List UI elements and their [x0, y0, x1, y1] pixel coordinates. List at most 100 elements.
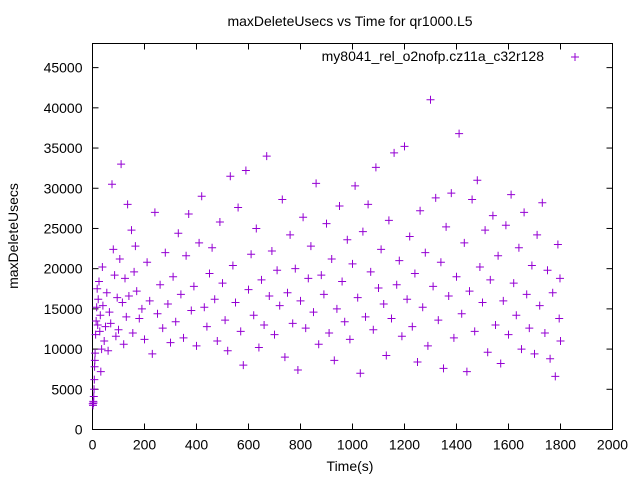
data-point: [452, 272, 461, 281]
x-tick-label: 800: [289, 437, 313, 453]
legend: my8041_rel_o2nofp.cz11a_c32r128: [322, 48, 579, 64]
y-tick-label: 20000: [44, 261, 83, 277]
data-point: [108, 180, 116, 189]
data-point: [119, 340, 128, 349]
data-point: [192, 341, 201, 350]
data-point: [423, 341, 432, 350]
data-point: [299, 213, 308, 222]
data-point: [249, 311, 258, 320]
data-point: [403, 295, 412, 304]
data-point: [184, 209, 193, 218]
data-point: [101, 322, 110, 331]
data-point: [416, 206, 425, 215]
data-point: [98, 263, 107, 272]
y-tick-label: 45000: [44, 60, 83, 76]
data-point: [95, 277, 103, 286]
data-point: [418, 303, 427, 312]
data-point: [306, 242, 315, 251]
data-point: [137, 304, 146, 313]
data-point: [189, 282, 198, 291]
data-point: [296, 296, 305, 305]
data-point: [540, 329, 549, 337]
data-point: [176, 290, 185, 299]
data-point: [546, 354, 555, 363]
data-point: [90, 356, 99, 365]
data-point: [462, 367, 471, 376]
data-point: [551, 372, 560, 381]
data-point: [488, 211, 497, 220]
data-point: [260, 320, 269, 329]
data-point: [410, 269, 419, 278]
data-point: [118, 298, 127, 307]
data-point: [163, 300, 172, 309]
data-point: [322, 219, 331, 228]
data-point: [132, 287, 141, 296]
data-point: [325, 329, 334, 337]
data-point: [179, 333, 188, 342]
data-point: [95, 327, 104, 336]
data-point: [114, 325, 123, 334]
data-point: [473, 176, 482, 185]
x-tick-label: 200: [133, 437, 157, 453]
data-point: [392, 280, 401, 289]
data-point: [413, 357, 422, 366]
x-tick-label: 0: [89, 437, 97, 453]
data-point: [522, 290, 531, 299]
data-point: [327, 255, 336, 264]
data-point: [457, 309, 466, 318]
data-point: [395, 256, 404, 265]
data-point: [507, 190, 516, 199]
data-point: [434, 316, 443, 325]
data-point: [455, 129, 464, 138]
data-point: [140, 335, 149, 344]
x-axis-label: Time(s): [327, 458, 374, 474]
y-tick-label: 5000: [51, 381, 82, 397]
y-tick-label: 10000: [44, 341, 83, 357]
data-point: [97, 345, 106, 354]
data-point: [449, 333, 458, 342]
data-point: [145, 296, 154, 305]
data-point: [475, 263, 484, 272]
data-point: [384, 216, 393, 225]
data-point: [525, 324, 534, 333]
data-point: [117, 160, 126, 169]
data-point: [481, 226, 490, 235]
data-point: [527, 261, 536, 270]
data-point: [387, 314, 396, 323]
data-point: [291, 264, 300, 273]
data-point: [338, 277, 347, 286]
data-point: [312, 179, 321, 188]
data-point: [236, 327, 245, 336]
data-point: [131, 242, 140, 251]
data-point: [426, 95, 435, 104]
data-point: [252, 224, 261, 233]
data-point: [314, 340, 323, 349]
data-point: [439, 364, 448, 373]
plot-frame: [92, 43, 613, 430]
data-point: [348, 259, 357, 268]
data-point: [187, 306, 196, 315]
data-point: [382, 351, 391, 360]
data-point: [128, 329, 137, 337]
data-point: [278, 195, 287, 204]
data-point: [262, 152, 271, 161]
data-point: [286, 230, 295, 239]
data-point: [442, 222, 451, 231]
data-point: [100, 337, 109, 346]
data-point: [122, 312, 131, 321]
data-point: [520, 208, 529, 217]
data-point: [478, 298, 487, 307]
data-point: [280, 353, 289, 362]
data-point: [517, 345, 526, 354]
data-point: [200, 303, 209, 312]
data-point: [104, 346, 113, 355]
data-point: [317, 271, 326, 280]
y-tick-label: 0: [75, 422, 83, 438]
data-point: [210, 295, 219, 304]
data-point: [304, 274, 313, 283]
data-point: [319, 290, 328, 299]
x-tick-label: 2000: [597, 437, 628, 453]
data-point: [148, 349, 157, 358]
data-point: [94, 295, 103, 304]
